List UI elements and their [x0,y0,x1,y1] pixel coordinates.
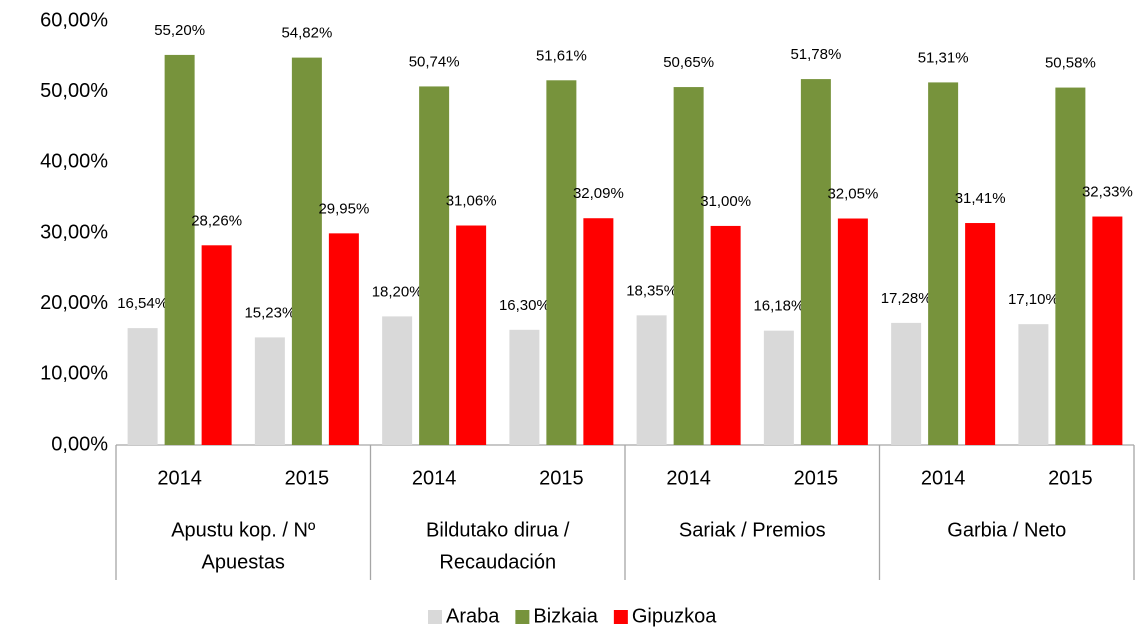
data-label: 55,20% [154,22,205,39]
y-tick-label: 50,00% [40,80,108,102]
data-label: 32,33% [1082,184,1133,201]
bar [1092,216,1123,445]
bar [636,315,667,445]
data-label: 32,05% [827,185,878,202]
legend-label: Araba [446,605,500,627]
group-label: Apuestas [202,551,285,573]
y-tick-label: 40,00% [40,151,108,173]
data-label: 51,78% [790,46,841,63]
x-tick-label: 2014 [666,467,711,489]
legend-label: Gipuzkoa [632,605,717,627]
bar [419,86,450,446]
x-tick-label: 2015 [1048,467,1093,489]
bar [710,225,741,445]
data-label: 17,10% [1008,291,1059,308]
x-tick-label: 2014 [157,467,202,489]
bar [928,82,959,445]
data-label: 50,74% [409,53,460,70]
bar [254,337,285,445]
bar [891,322,922,445]
bar [965,223,996,445]
group-label: Garbia / Neto [947,519,1066,541]
bar [164,54,195,446]
bar [456,225,487,445]
x-tick-label: 2015 [285,467,330,489]
x-tick-label: 2015 [539,467,584,489]
y-tick-label: 20,00% [40,292,108,314]
legend-swatch [613,610,628,624]
group-label: Apustu kop. / Nº [171,519,316,541]
bar [800,79,831,445]
bar [201,245,232,445]
data-label: 16,30% [499,297,550,314]
data-label: 31,06% [446,192,497,209]
data-label: 18,20% [372,283,423,300]
data-label: 32,09% [573,185,624,202]
bar [546,80,577,445]
bar [1018,324,1049,445]
x-tick-label: 2014 [412,467,457,489]
bar [673,87,704,445]
group-label: Bildutako dirua / [426,519,570,541]
bar [291,57,322,445]
group-label: Sariak / Premios [679,519,826,541]
y-tick-label: 10,00% [40,363,108,385]
group-label: Recaudación [439,551,556,573]
data-label: 15,23% [244,304,295,321]
y-tick-label: 0,00% [51,433,108,455]
data-label: 51,31% [918,49,969,66]
data-label: 18,35% [626,282,677,299]
data-label: 31,41% [955,190,1006,207]
data-label: 16,54% [117,295,168,312]
data-label: 51,61% [536,47,587,64]
bar [328,233,359,445]
legend-swatch [428,610,442,624]
y-tick-label: 60,00% [40,9,108,31]
bar [837,218,868,445]
legend-swatch [515,610,530,624]
x-tick-label: 2014 [921,467,966,489]
data-label: 50,58% [1045,55,1096,72]
bar [509,329,540,445]
bar [127,328,158,445]
bar [382,316,413,445]
y-tick-label: 30,00% [40,221,108,243]
data-label: 29,95% [318,200,369,217]
legend-label: Bizkaia [533,605,598,627]
bar [1055,87,1086,446]
bar [583,218,614,445]
data-label: 16,18% [753,298,804,315]
x-tick-label: 2015 [794,467,839,489]
data-label: 54,82% [281,25,332,42]
data-label: 28,26% [191,212,242,229]
data-label: 31,00% [700,193,751,210]
data-label: 17,28% [881,290,932,307]
bar [763,330,794,445]
data-label: 50,65% [663,54,714,71]
